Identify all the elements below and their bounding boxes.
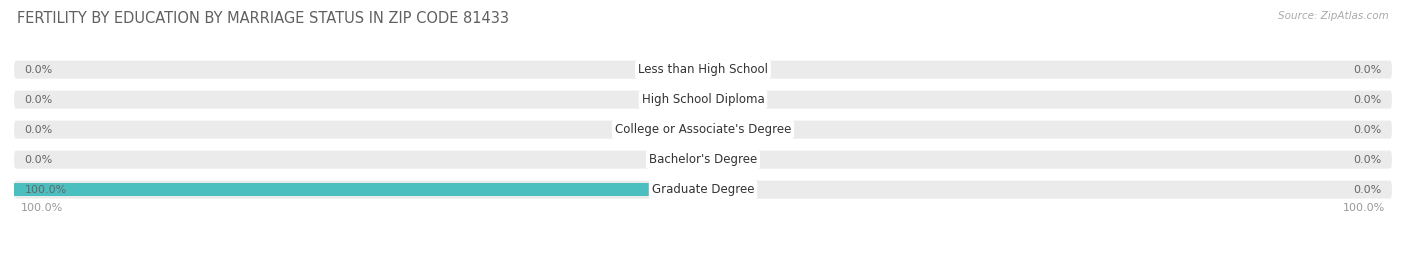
FancyBboxPatch shape: [14, 121, 1392, 139]
FancyBboxPatch shape: [14, 181, 1392, 199]
Bar: [14, 183, 703, 196]
Bar: [669, 123, 703, 136]
Bar: [669, 63, 703, 76]
Text: 0.0%: 0.0%: [1354, 155, 1382, 165]
Text: 100.0%: 100.0%: [1343, 203, 1385, 213]
FancyBboxPatch shape: [14, 91, 1392, 109]
Text: Source: ZipAtlas.com: Source: ZipAtlas.com: [1278, 11, 1389, 21]
FancyBboxPatch shape: [14, 151, 1392, 168]
Legend: Married, Unmarried: Married, Unmarried: [620, 266, 786, 270]
Text: Less than High School: Less than High School: [638, 63, 768, 76]
Text: 0.0%: 0.0%: [1354, 124, 1382, 135]
Text: 0.0%: 0.0%: [1354, 94, 1382, 104]
Text: College or Associate's Degree: College or Associate's Degree: [614, 123, 792, 136]
Bar: [703, 63, 738, 76]
Bar: [703, 153, 738, 166]
Bar: [703, 93, 738, 106]
Text: Graduate Degree: Graduate Degree: [652, 183, 754, 196]
Text: 0.0%: 0.0%: [1354, 65, 1382, 75]
Text: 100.0%: 100.0%: [24, 185, 66, 195]
Text: 0.0%: 0.0%: [24, 65, 52, 75]
Text: 100.0%: 100.0%: [21, 203, 63, 213]
Text: Bachelor's Degree: Bachelor's Degree: [650, 153, 756, 166]
Text: 0.0%: 0.0%: [24, 94, 52, 104]
Bar: [669, 93, 703, 106]
Text: FERTILITY BY EDUCATION BY MARRIAGE STATUS IN ZIP CODE 81433: FERTILITY BY EDUCATION BY MARRIAGE STATU…: [17, 11, 509, 26]
Bar: [669, 153, 703, 166]
Text: 0.0%: 0.0%: [1354, 185, 1382, 195]
Text: 0.0%: 0.0%: [24, 124, 52, 135]
Text: High School Diploma: High School Diploma: [641, 93, 765, 106]
FancyBboxPatch shape: [14, 60, 1392, 79]
Bar: [703, 123, 738, 136]
Bar: [703, 183, 738, 196]
Text: 0.0%: 0.0%: [24, 155, 52, 165]
